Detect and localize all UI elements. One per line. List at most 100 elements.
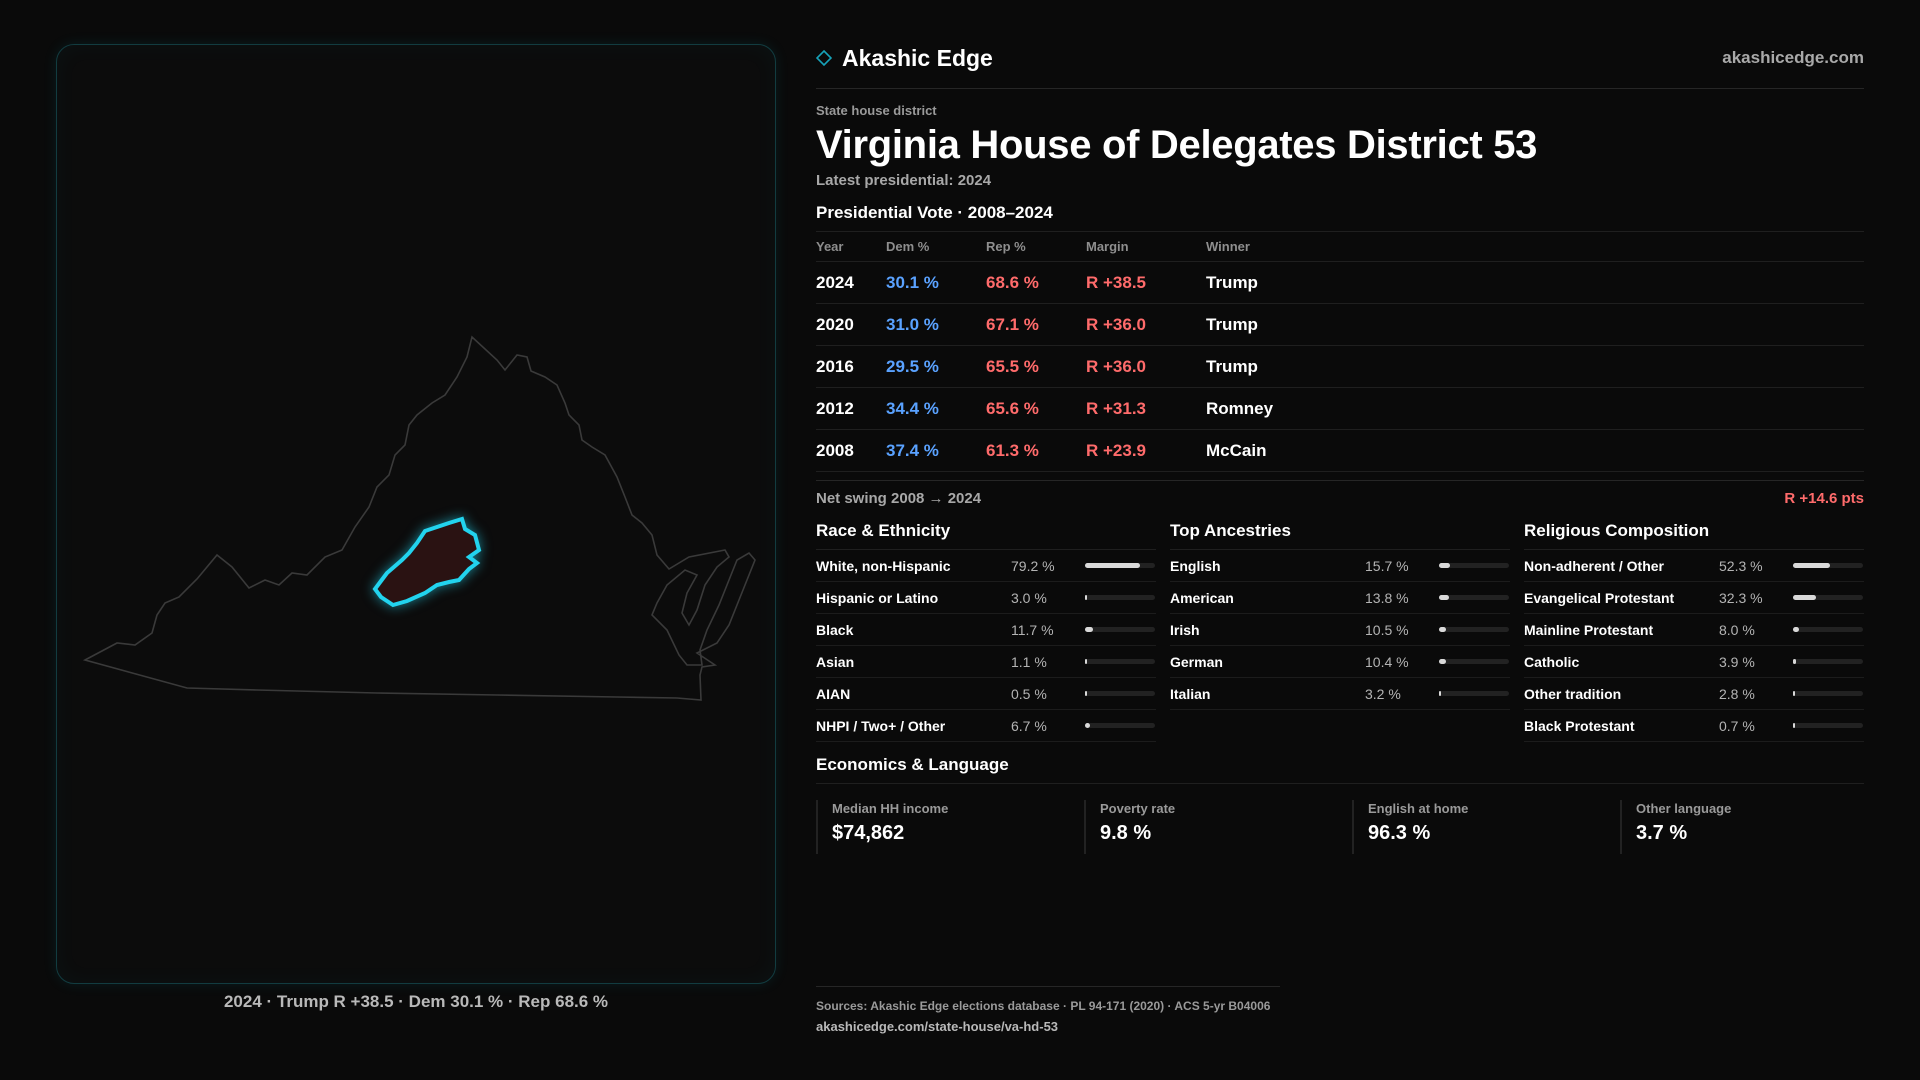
row-rep: 65.6 % [986,398,1039,418]
ancestry-pct: 10.4 % [1365,653,1409,670]
ancestry-bar-fill [1439,627,1446,632]
row-rep: 67.1 % [986,314,1039,334]
race-heading: Race & Ethnicity [816,520,1156,550]
race-bar-track [1085,627,1155,632]
ancestry-section: Top Ancestries English 15.7 % American 13.8… [1170,520,1524,742]
religion-bar-track [1793,659,1863,664]
religion-section: Religious Composition Non-adherent / Oth… [1524,520,1864,742]
race-bar-fill [1085,691,1087,696]
table-row: 2012 34.4 % 65.6 % R +31.3 Romney [816,388,1864,430]
econ-label: Other language [1636,801,1732,816]
demographics-columns: Race & Ethnicity White, non-Hispanic 79.2… [816,520,1864,742]
race-pct: 6.7 % [1011,717,1047,734]
row-dem: 37.4 % [886,440,939,460]
econ-label: Poverty rate [1100,801,1176,816]
col-dem: Dem % [886,239,930,254]
race-name: NHPI / Two+ / Other [816,717,946,734]
religion-name: Non-adherent / Other [1524,557,1665,574]
ancestry-name: English [1170,557,1221,574]
ancestry-name: American [1170,589,1234,606]
religion-name: Other tradition [1524,685,1622,702]
religion-pct: 32.3 % [1719,589,1763,606]
religion-bar-track [1793,691,1863,696]
district-type: State house district [816,103,937,118]
race-bar-track [1085,691,1155,696]
race-list: White, non-Hispanic 79.2 % Hispanic or Lat… [816,550,1156,742]
race-row: White, non-Hispanic 79.2 % [816,550,1156,582]
brand-row: Akashic Edge akashicedge.com [816,44,1864,72]
ancestry-bar-fill [1439,691,1441,696]
row-rep: 65.5 % [986,356,1039,376]
religion-bar-fill [1793,563,1830,568]
econ-value: 96.3 % [1368,822,1431,844]
row-margin: R +38.5 [1086,272,1147,292]
district-53-shape [372,516,482,608]
brand: Akashic Edge [816,45,993,72]
race-name: White, non-Hispanic [816,557,951,574]
row-year: 2024 [816,272,854,292]
religion-name: Black Protestant [1524,717,1635,734]
row-year: 2012 [816,398,854,418]
econ-value: 9.8 % [1100,822,1152,844]
row-margin: R +23.9 [1086,440,1147,460]
race-bar-fill [1085,723,1090,728]
religion-name: Evangelical Protestant [1524,589,1675,606]
ancestry-bar-fill [1439,595,1449,600]
footer-sources: Sources: Akashic Edge elections database… [816,999,1271,1013]
row-dem: 31.0 % [886,314,939,334]
ancestry-row: American 13.8 % [1170,582,1510,614]
religion-pct: 52.3 % [1719,557,1763,574]
econ-value: 3.7 % [1636,822,1688,844]
religion-bar-track [1793,723,1863,728]
race-bar-track [1085,659,1155,664]
row-year: 2008 [816,440,854,460]
virginia-outline [82,335,756,701]
row-margin: R +36.0 [1086,356,1147,376]
row-year: 2016 [816,356,854,376]
row-rep: 68.6 % [986,272,1039,292]
religion-pct: 0.7 % [1719,717,1755,734]
religion-bar-track [1793,595,1863,600]
religion-bar-track [1793,563,1863,568]
race-bar-fill [1085,627,1093,632]
race-row: Asian 1.1 % [816,646,1156,678]
race-row: Hispanic or Latino 3.0 % [816,582,1156,614]
ancestry-row: English 15.7 % [1170,550,1510,582]
religion-row: Catholic 3.9 % [1524,646,1864,678]
religion-row: Mainline Protestant 8.0 % [1524,614,1864,646]
race-pct: 1.1 % [1011,653,1047,670]
brand-url[interactable]: akashicedge.com [1722,48,1864,67]
row-year: 2020 [816,314,854,334]
econ-card-income: Median HH income $74,862 [816,800,1084,854]
religion-bar-fill [1793,723,1795,728]
race-name: Hispanic or Latino [816,589,939,606]
row-winner: McCain [1206,440,1267,460]
economics-heading: Economics & Language [816,754,1864,784]
race-pct: 79.2 % [1011,557,1055,574]
ancestry-pct: 3.2 % [1365,685,1401,702]
details-panel: Akashic Edge akashicedge.com State house… [816,44,1864,854]
religion-row: Evangelical Protestant 32.3 % [1524,582,1864,614]
religion-row: Black Protestant 0.7 % [1524,710,1864,742]
religion-pct: 8.0 % [1719,621,1755,638]
religion-bar-track [1793,627,1863,632]
ancestry-list: English 15.7 % American 13.8 % Irish 10.5 % Ge… [1170,550,1510,710]
row-winner: Trump [1206,314,1258,334]
econ-value: $74,862 [832,822,905,844]
race-pct: 3.0 % [1011,589,1047,606]
header-divider [816,88,1864,89]
econ-label: English at home [1368,801,1469,816]
race-name: Black [816,621,854,638]
religion-pct: 3.9 % [1719,653,1755,670]
net-swing: Net swing 2008 → 2024 R +14.6 pts [816,480,1864,510]
religion-list: Non-adherent / Other 52.3 % Evangelical Pr… [1524,550,1864,742]
ancestry-name: German [1170,653,1223,670]
ancestry-pct: 15.7 % [1365,557,1409,574]
latest-presidential: Latest presidential: 2024 [816,172,992,189]
religion-pct: 2.8 % [1719,685,1755,702]
footer-url[interactable]: akashicedge.com/state-house/va-hd-53 [816,1019,1059,1034]
race-row: AIAN 0.5 % [816,678,1156,710]
religion-heading: Religious Composition [1524,520,1864,550]
ancestry-pct: 10.5 % [1365,621,1409,638]
economics-cards: Median HH income $74,862 Poverty rate 9.… [816,800,1864,854]
